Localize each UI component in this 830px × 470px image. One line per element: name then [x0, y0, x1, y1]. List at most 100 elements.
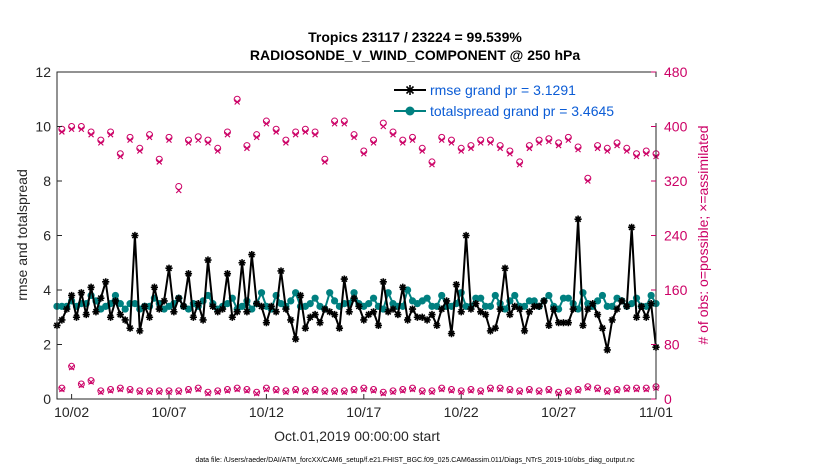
obs-assimilated-point	[614, 387, 620, 394]
obs-assimilated-point	[370, 139, 377, 146]
rmse-point	[472, 300, 480, 308]
x-tick-label: 10/17	[346, 404, 381, 420]
rmse-point	[438, 305, 446, 313]
rmse-point	[491, 324, 499, 332]
rmse-point	[520, 327, 529, 335]
obs-assimilated-point	[438, 137, 445, 144]
rmse-point	[423, 316, 431, 324]
spread-point	[477, 294, 485, 302]
rmse-point	[452, 280, 460, 289]
axes-frame	[56, 71, 657, 400]
obs-assimilated-point	[234, 99, 241, 105]
obs-assimilated-point	[623, 148, 630, 154]
y-tick-label: 10	[35, 119, 51, 135]
obs-assimilated-point	[292, 131, 299, 138]
spread-point	[491, 291, 499, 300]
obs-count-layer	[58, 95, 660, 397]
obs-possible-point	[136, 387, 144, 395]
spread-point	[520, 302, 529, 310]
rmse-point	[296, 291, 305, 300]
rmse-point	[116, 310, 124, 319]
rmse-point	[486, 327, 495, 335]
rmse-point	[58, 316, 66, 324]
rmse-point	[569, 305, 577, 313]
spread-point	[326, 289, 334, 297]
rmse-point	[355, 302, 363, 310]
obs-assimilated-point	[214, 148, 221, 154]
obs-possible-point	[184, 385, 192, 393]
obs-assimilated-point	[545, 387, 552, 394]
obs-assimilated-point	[594, 145, 601, 152]
obs-possible-point	[214, 387, 222, 395]
obs-possible-point	[574, 385, 582, 393]
spread-point	[121, 305, 129, 313]
obs-assimilated-point	[205, 390, 211, 397]
y-axis-label-right: # of obs: o=possible; ×=assimilated	[695, 125, 711, 344]
obs-possible-point	[262, 384, 270, 392]
rmse-point	[404, 316, 412, 324]
rmse-point	[584, 305, 592, 313]
obs-possible-point	[506, 385, 514, 393]
spread-point	[369, 294, 378, 302]
rmse-point	[155, 305, 163, 313]
rmse-point	[589, 300, 597, 308]
spread-point	[433, 302, 441, 310]
obs-possible-point	[603, 387, 611, 395]
obs-possible-point	[107, 385, 115, 393]
obs-possible-point	[399, 385, 407, 393]
obs-possible-point	[594, 384, 602, 392]
rmse-point	[530, 302, 538, 310]
rmse-point	[379, 278, 387, 286]
obs-possible-point	[409, 384, 417, 392]
rmse-point	[126, 324, 134, 332]
obs-possible-point	[146, 387, 154, 395]
obs-possible-point	[584, 383, 592, 391]
spread-point	[628, 300, 636, 308]
legend-rmse-marker	[405, 85, 415, 95]
rmse-point	[306, 313, 314, 321]
obs-possible-point	[545, 385, 553, 393]
rmse-point	[311, 310, 319, 319]
obs-possible-point	[165, 387, 173, 395]
obs-assimilated-point	[321, 389, 328, 396]
obs-possible-point	[223, 385, 231, 393]
obs-assimilated-point	[331, 120, 338, 127]
obs-assimilated-point	[224, 131, 231, 138]
obs-possible-point	[516, 387, 524, 395]
obs-assimilated-point	[68, 364, 75, 371]
obs-possible-point	[613, 385, 621, 393]
rmse-point	[262, 319, 271, 327]
rmse-point	[272, 308, 280, 316]
obs-possible-point	[126, 385, 134, 393]
y-tick-label-right: 160	[664, 282, 688, 298]
obs-assimilated-point	[497, 386, 504, 393]
rmse-point	[326, 308, 334, 316]
obs-possible-point	[243, 385, 251, 393]
spread-point	[184, 305, 193, 313]
rmse-point	[350, 294, 358, 302]
obs-possible-point	[155, 387, 163, 395]
spread-point	[555, 305, 563, 313]
obs-assimilated-point	[156, 389, 163, 396]
spread-point	[116, 300, 124, 308]
obs-possible-point	[272, 385, 280, 393]
rmse-point	[335, 324, 344, 332]
obs-assimilated-point	[224, 387, 231, 394]
obs-assimilated-point	[117, 386, 124, 393]
spread-point	[423, 294, 431, 302]
x-axis-label: Oct.01,2019 00:00:00 start	[274, 428, 440, 444]
obs-assimilated-point	[516, 161, 523, 168]
rmse-point	[555, 319, 563, 327]
rmse-line	[56, 219, 657, 351]
rmse-point	[442, 297, 451, 305]
spread-point	[501, 305, 509, 313]
obs-possible-point	[535, 387, 543, 395]
obs-assimilated-point	[107, 131, 114, 138]
spread-point	[404, 286, 412, 294]
obs-assimilated-point	[448, 139, 455, 146]
rmse-point	[145, 313, 154, 321]
rmse-point	[102, 278, 110, 286]
obs-possible-point	[68, 362, 76, 370]
rmse-point	[189, 313, 197, 321]
obs-assimilated-point	[555, 142, 562, 149]
